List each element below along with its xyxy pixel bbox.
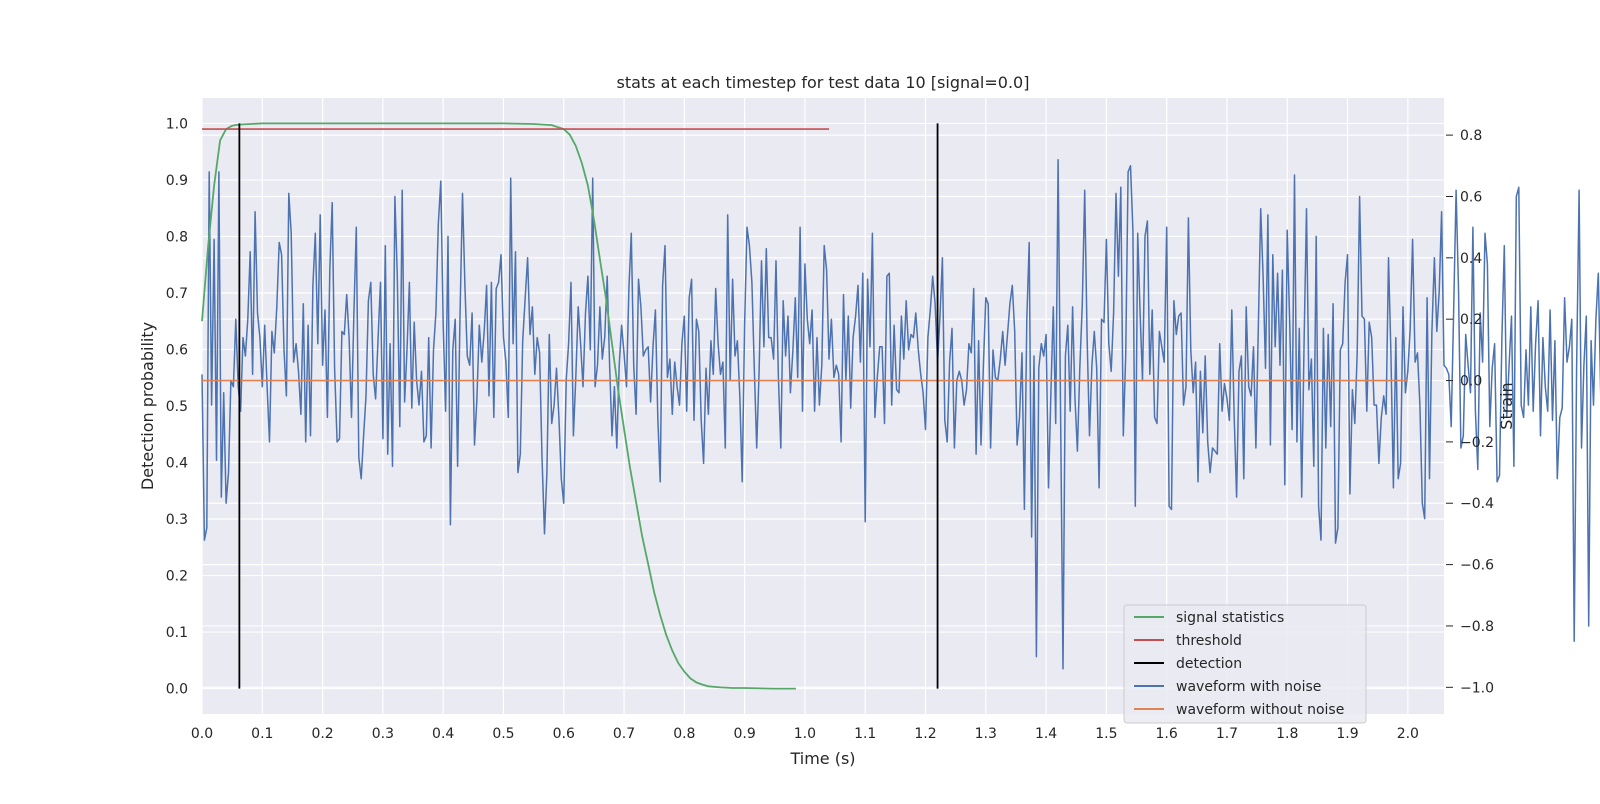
x-tick-label: 1.3 [975, 726, 997, 742]
y2-tick-label: −0.2 [1460, 435, 1494, 451]
y-tick-label: 0.4 [166, 456, 188, 472]
legend-label: waveform with noise [1176, 679, 1321, 695]
x-tick-label: 1.2 [914, 726, 936, 742]
x-tick-label: 0.2 [311, 726, 333, 742]
x-tick-label: 1.5 [1095, 726, 1117, 742]
x-tick-label: 0.4 [432, 726, 454, 742]
x-tick-label: 0.5 [492, 726, 514, 742]
series-layer [201, 122, 1600, 690]
legend-box [1123, 604, 1367, 724]
legend-label: signal statistics [1176, 610, 1284, 626]
x-tick-label: 1.8 [1276, 726, 1298, 742]
y2-tick-label: 0.0 [1460, 374, 1482, 390]
y-tick-label: 0.9 [166, 173, 188, 189]
y2-tick-label: 0.8 [1460, 128, 1482, 144]
x-axis-label: Time (s) [789, 749, 855, 768]
y-tick-label: 0.1 [166, 625, 188, 641]
x-tick-label: 1.7 [1216, 726, 1238, 742]
x-tick-label: 0.7 [613, 726, 635, 742]
y2-axis-label: Strain [1497, 382, 1516, 429]
x-tick-label: 0.1 [251, 726, 273, 742]
legend-label: detection [1176, 656, 1242, 672]
y-tick-label: 0.3 [166, 512, 188, 528]
y-axis-label: Detection probability [138, 322, 157, 490]
series-waveform-with-noise [201, 158, 1600, 670]
y-tick-label: 0.7 [166, 286, 188, 302]
x-tick-label: 2.0 [1397, 726, 1419, 742]
legend-label: waveform without noise [1176, 702, 1344, 718]
y2-tick-label: 0.4 [1460, 251, 1482, 267]
x-tick-label: 1.9 [1336, 726, 1358, 742]
y-tick-label: 0.0 [166, 682, 188, 698]
x-tick-label: 1.0 [794, 726, 816, 742]
x-tick-label: 1.6 [1156, 726, 1178, 742]
x-ticks: 0.0 0.1 0.2 0.3 0.4 0.5 0.6 0.7 0.8 0.9 1.0 1.1 1.2 1… [191, 726, 1419, 742]
x-tick-label: 0.0 [191, 726, 213, 742]
series-signal-statistics [201, 122, 796, 690]
x-tick-label: 0.8 [673, 726, 695, 742]
legend-items: signal statistics threshold detection wavef… [1134, 610, 1344, 718]
y-tick-label: 0.2 [166, 569, 188, 585]
y-tick-label: 0.5 [166, 399, 188, 415]
y2-tick-label: 0.2 [1460, 312, 1482, 328]
x-tick-label: 1.1 [854, 726, 876, 742]
chart-title: stats at each timestep for test data 10 … [617, 73, 1030, 92]
x-tick-label: 0.6 [553, 726, 575, 742]
y2-tick-label: −0.8 [1460, 619, 1494, 635]
x-tick-label: 0.9 [733, 726, 755, 742]
y2-tick-label: −0.4 [1460, 496, 1494, 512]
legend: signal statistics threshold detection wavef… [1123, 604, 1367, 724]
legend-label: threshold [1176, 633, 1242, 649]
y2-tick-label: 0.6 [1460, 189, 1482, 205]
x-tick-label: 0.3 [372, 726, 394, 742]
y2-tick-label: −1.0 [1460, 680, 1494, 696]
y2-tick-label: −0.6 [1460, 558, 1494, 574]
y2-ticks: −1.0 −0.8 −0.6 −0.4 −0.2 0.0 0.2 0.4 0.6 0.8 [1446, 128, 1494, 696]
y-tick-label: 0.6 [166, 342, 188, 358]
y-ticks: 0.0 0.1 0.2 0.3 0.4 0.5 0.6 0.7 0.8 0.9 1.0 [166, 116, 188, 697]
y-tick-label: 0.8 [166, 229, 188, 245]
y-tick-label: 1.0 [166, 116, 188, 132]
x-tick-label: 1.4 [1035, 726, 1057, 742]
